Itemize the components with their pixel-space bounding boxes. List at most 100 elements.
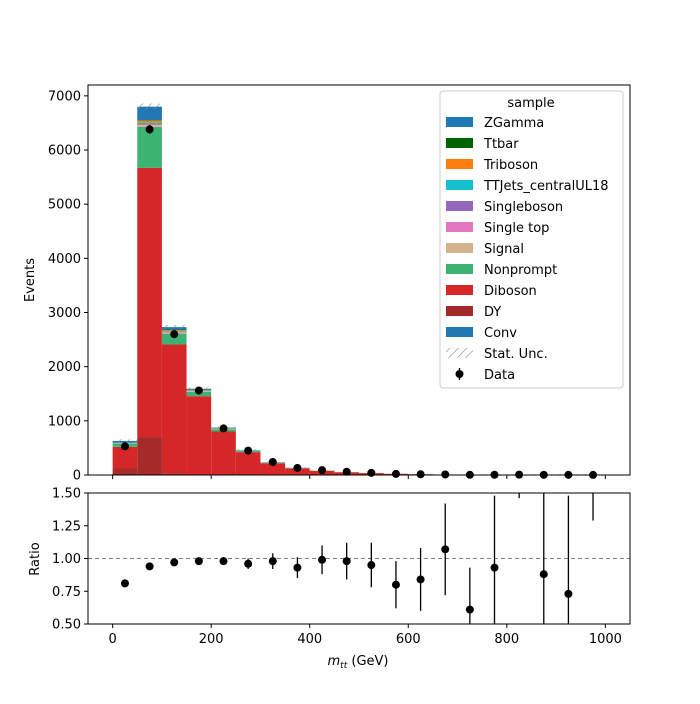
bottom-y-tick-label-1.00: 1.00 <box>52 552 81 567</box>
legend-label-data: Data <box>484 368 515 383</box>
legend-swatch-singleboson <box>446 201 473 211</box>
legend-label-singleboson: Singleboson <box>484 200 563 215</box>
ratio-point-1 <box>146 562 154 570</box>
stat-unc-band-bin-1 <box>137 103 162 110</box>
legend-swatch-conv <box>446 327 473 337</box>
bottom-axes-frame <box>88 493 630 624</box>
ratio-point-18 <box>564 590 572 598</box>
top-y-tick-label-0: 0 <box>73 469 81 484</box>
legend-box <box>440 91 623 388</box>
bottom-x-tick-label-0: 0 <box>108 632 116 647</box>
ratio-point-13 <box>441 545 449 553</box>
ratio-point-0 <box>121 579 129 587</box>
bottom-x-tick-label-200: 200 <box>199 632 224 647</box>
data-point-7 <box>293 464 301 472</box>
top-y-tick-label-6000: 6000 <box>48 144 81 159</box>
data-point-0 <box>121 442 129 450</box>
legend-label-single-top: Single top <box>484 221 549 236</box>
data-point-1 <box>146 125 154 133</box>
data-point-5 <box>244 447 252 455</box>
ratio-point-14 <box>466 606 474 614</box>
ratio-point-11 <box>392 581 400 589</box>
bottom-x-tick-label-400: 400 <box>297 632 322 647</box>
ratio-point-12 <box>417 575 425 583</box>
legend-label-signal: Signal <box>484 242 524 257</box>
legend-label-dy: DY <box>484 305 501 320</box>
data-point-13 <box>441 470 449 478</box>
legend-label-zgamma: ZGamma <box>484 116 544 131</box>
bar-single-top-bin-1 <box>137 125 162 126</box>
bar-dy-bin-1 <box>137 437 162 475</box>
bar-diboson-bin-4 <box>211 432 236 475</box>
top-y-axis-label: Events <box>23 258 38 302</box>
bottom-x-tick-label-1000: 1000 <box>589 632 622 647</box>
legend-swatch-dy <box>446 306 473 316</box>
bottom-y-ticks: 0.500.751.001.251.50 <box>52 487 88 633</box>
bar-dy-bin-0 <box>113 469 138 476</box>
ratio-point-4 <box>220 557 228 565</box>
top-y-tick-label-1000: 1000 <box>48 414 81 429</box>
bottom-y-tick-label-0.75: 0.75 <box>52 585 81 600</box>
data-point-10 <box>367 469 375 477</box>
legend-label-stat-unc-: Stat. Unc. <box>484 347 548 362</box>
x-axis-label-unit: (GeV) <box>347 654 388 669</box>
bottom-y-axis-label: Ratio <box>28 542 43 575</box>
data-point-6 <box>269 458 277 466</box>
legend-swatch-stat-unc- <box>446 348 473 358</box>
data-point-12 <box>417 470 425 478</box>
ratio-point-17 <box>540 570 548 578</box>
legend-marker-data <box>456 370 464 378</box>
bar-ttbar-bin-1 <box>137 120 162 121</box>
ratio-point-3 <box>195 557 203 565</box>
legend-label-ttjets-centralul18: TTJets_centralUL18 <box>483 179 609 194</box>
legend-swatch-nonprompt <box>446 264 473 274</box>
bar-diboson-bin-5 <box>236 452 261 475</box>
bottom-y-tick-label-1.25: 1.25 <box>52 519 81 534</box>
bar-diboson-bin-3 <box>187 396 212 475</box>
ratio-point-6 <box>269 557 277 565</box>
bar-diboson-bin-1 <box>137 168 162 437</box>
top-y-tick-label-7000: 7000 <box>48 89 81 104</box>
bar-ttjets-centralul18-bin-1 <box>137 123 162 124</box>
data-point-11 <box>392 470 400 478</box>
bar-singleboson-bin-1 <box>137 124 162 125</box>
bottom-y-tick-label-0.50: 0.50 <box>52 618 81 633</box>
legend-label-ttbar: Ttbar <box>483 137 519 152</box>
legend-swatch-ttjets-centralul18 <box>446 180 473 190</box>
legend-label-diboson: Diboson <box>484 284 537 299</box>
legend-swatch-zgamma <box>446 117 473 127</box>
ratio-point-9 <box>343 557 351 565</box>
legend-swatch-diboson <box>446 285 473 295</box>
stat-unc-band-bin-2 <box>162 325 187 329</box>
legend-label-triboson: Triboson <box>483 158 538 173</box>
legend-swatch-triboson <box>446 159 473 169</box>
ratio-point-2 <box>170 558 178 566</box>
bottom-x-tick-label-600: 600 <box>396 632 421 647</box>
data-point-2 <box>170 330 178 338</box>
legend-swatch-signal <box>446 243 473 253</box>
bottom-x-tick-label-800: 800 <box>494 632 519 647</box>
ratio-point-7 <box>293 564 301 572</box>
data-point-4 <box>220 424 228 432</box>
data-point-8 <box>318 466 326 474</box>
legend-label-conv: Conv <box>484 326 517 341</box>
top-y-tick-label-4000: 4000 <box>48 252 81 267</box>
bottom-x-ticks: 0 200 400 600 800 1000 <box>108 624 621 647</box>
data-point-3 <box>195 387 203 395</box>
legend-label-nonprompt: Nonprompt <box>484 263 557 278</box>
top-y-tick-label-5000: 5000 <box>48 198 81 213</box>
x-axis-label: mtt (GeV) <box>328 654 389 671</box>
ratio-point-10 <box>367 561 375 569</box>
stat-unc-band-bin-0 <box>113 439 138 442</box>
top-y-tick-label-3000: 3000 <box>48 306 81 321</box>
legend-swatch-ttbar <box>446 138 473 148</box>
x-axis-label-symbol: m <box>328 654 341 669</box>
legend: sample ZGamma Ttbar Triboson TTJets_central… <box>440 91 623 388</box>
bar-ttbar-bin-2 <box>162 330 187 331</box>
legend-title: sample <box>507 96 554 111</box>
top-y-ticks: 0 1000 2000 3000 4000 5000 6000 7000 <box>48 89 88 483</box>
top-y-tick-label-2000: 2000 <box>48 360 81 375</box>
ratio-point-15 <box>491 564 499 572</box>
